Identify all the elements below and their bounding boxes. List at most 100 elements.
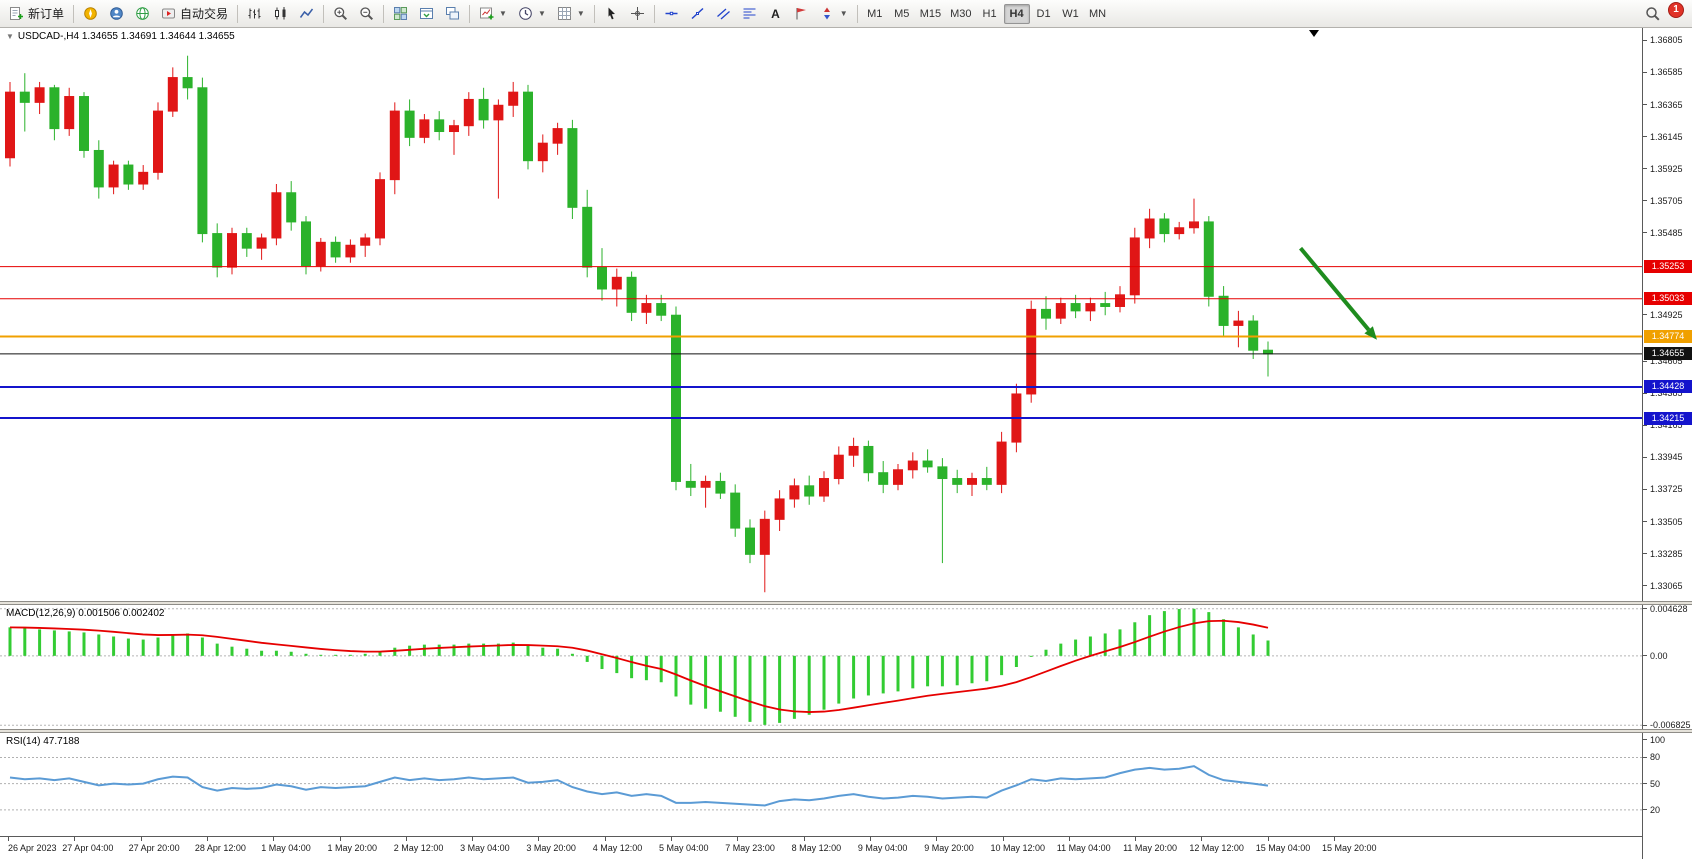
- price-axis-label: 20: [1650, 804, 1661, 815]
- templates-button[interactable]: ▼: [552, 3, 590, 25]
- line-chart-button[interactable]: [294, 3, 319, 25]
- svg-text:A: A: [771, 7, 780, 21]
- candle-body: [79, 96, 89, 151]
- time-axis-label: 11 May 20:00: [1123, 843, 1177, 853]
- candle-body: [197, 87, 208, 235]
- cursor-tool-button[interactable]: [599, 3, 624, 25]
- candle-body: [597, 266, 607, 290]
- price-chart[interactable]: [0, 28, 1642, 859]
- timeframe-button-m15[interactable]: M15: [919, 7, 942, 20]
- time-axis-label: 8 May 12:00: [791, 843, 842, 853]
- toolbar: 新订单 自动交易: [0, 0, 1692, 28]
- toolbar-separator: [593, 4, 595, 23]
- macd-values-text: MACD(12,26,9) 0.001506 0.002402: [6, 608, 165, 619]
- candle-body: [493, 104, 504, 121]
- time-axis[interactable]: 26 Apr 2023 27 Apr 04:00 27 Apr 20:00 28 Ap…: [0, 836, 1642, 859]
- candle-body: [1055, 303, 1066, 319]
- community-button[interactable]: [130, 3, 155, 25]
- trendline-tool-button[interactable]: [685, 3, 710, 25]
- chevron-down-icon: ▼: [839, 9, 848, 18]
- crosshair-tool-button[interactable]: [625, 3, 650, 25]
- price-axis[interactable]: 1.36805 1.36585 1.36365 1.36145 1.35925 1.357…: [1642, 28, 1692, 859]
- time-axis-tickmark: [1334, 837, 1335, 841]
- candle-body: [330, 241, 341, 258]
- auto-trading-button[interactable]: 自动交易: [156, 3, 233, 25]
- timeframe-button-m30[interactable]: M30: [950, 7, 972, 20]
- zoom-out-button[interactable]: [354, 3, 379, 25]
- search-button[interactable]: [1640, 3, 1665, 25]
- candle-body: [1203, 221, 1214, 297]
- time-axis-tickmark: [8, 837, 9, 841]
- candle-body: [1159, 218, 1170, 235]
- time-axis-label: 28 Apr 12:00: [194, 843, 246, 853]
- price-axis-tickmark: [1643, 809, 1647, 811]
- candle-body: [1218, 295, 1229, 326]
- candle-body: [685, 480, 696, 488]
- horizontal-line-tool-button[interactable]: [659, 3, 684, 25]
- timeframe-button-w1[interactable]: W1: [1062, 7, 1079, 20]
- price-axis-tickmark: [1643, 488, 1647, 490]
- new-order-label: 新订单: [28, 7, 65, 21]
- price-axis-label: 0.004628: [1650, 603, 1688, 614]
- time-axis-tickmark: [74, 837, 76, 841]
- toolbar-separator: [383, 4, 385, 23]
- timeframe-button-d1[interactable]: D1: [1036, 7, 1051, 20]
- candle-body: [1233, 320, 1244, 326]
- new-order-button[interactable]: 新订单: [4, 3, 69, 25]
- text-tool-button[interactable]: A: [763, 3, 788, 25]
- time-axis-tickmark: [206, 837, 208, 841]
- timeframe-button-m1[interactable]: M1: [867, 7, 883, 20]
- rsi-pane-splitter[interactable]: [0, 729, 1692, 733]
- compass-button[interactable]: [78, 3, 103, 25]
- cursor-icon: [608, 7, 615, 20]
- candle-body: [700, 480, 711, 488]
- zoom-in-button[interactable]: [328, 3, 353, 25]
- candle-body: [508, 91, 519, 106]
- price-axis-tickmark: [1643, 756, 1647, 758]
- arrange-windows-icon: [420, 8, 434, 19]
- new-chart-icon: [480, 7, 494, 20]
- one-click-trading-expander[interactable]: ▼: [6, 32, 14, 41]
- time-axis-label: 26 Apr 2023: [8, 843, 57, 853]
- candle-body: [1085, 303, 1096, 312]
- tile-windows-button[interactable]: [388, 3, 413, 25]
- arrows-tool-button[interactable]: ▼: [815, 3, 853, 25]
- time-axis-label: 15 May 04:00: [1255, 843, 1311, 853]
- time-axis-label: 12 May 12:00: [1189, 843, 1244, 853]
- fibonacci-tool-button[interactable]: [737, 3, 762, 25]
- candle-body: [227, 233, 237, 268]
- bar-chart-button[interactable]: [242, 3, 267, 25]
- channel-tool-button[interactable]: [711, 3, 736, 25]
- notification-badge[interactable]: 1: [1668, 1, 1684, 18]
- candle-body: [286, 192, 297, 223]
- price-axis-tickmark: [1643, 739, 1647, 741]
- time-axis-label: 2 May 12:00: [393, 843, 444, 853]
- candle-body: [996, 441, 1007, 485]
- time-axis-label: 15 May 20:00: [1322, 843, 1377, 853]
- new-chart-button[interactable]: ▼: [474, 3, 512, 25]
- label-tool-button[interactable]: [789, 3, 814, 25]
- price-axis-label: 1.33505: [1650, 516, 1683, 527]
- timeframe-button-h4[interactable]: H4: [1003, 3, 1030, 24]
- candle-body: [730, 492, 741, 529]
- timeframe-button-h1[interactable]: H1: [982, 7, 997, 20]
- candle-body: [478, 98, 489, 121]
- candlestick-chart-button[interactable]: [268, 3, 293, 25]
- macd-pane-splitter[interactable]: [0, 601, 1692, 605]
- profile-button[interactable]: [104, 3, 129, 25]
- candle-body: [389, 110, 400, 181]
- periods-button[interactable]: ▼: [513, 3, 551, 25]
- arrange-windows-button[interactable]: [414, 3, 439, 25]
- rsi-value-text: RSI(14) 47.7188: [6, 736, 80, 747]
- candle-body: [1041, 308, 1051, 319]
- toolbar-separator: [237, 4, 239, 23]
- timeframe-button-m5[interactable]: M5: [894, 7, 910, 20]
- arrow-annotation-head: [1364, 326, 1377, 340]
- price-axis-tickmark: [1643, 136, 1647, 138]
- line-chart-icon: [299, 8, 314, 18]
- time-axis-tickmark: [869, 837, 871, 841]
- time-axis-tickmark: [405, 837, 407, 841]
- timeframe-button-mn[interactable]: MN: [1088, 7, 1107, 20]
- cascade-windows-button[interactable]: [440, 3, 465, 25]
